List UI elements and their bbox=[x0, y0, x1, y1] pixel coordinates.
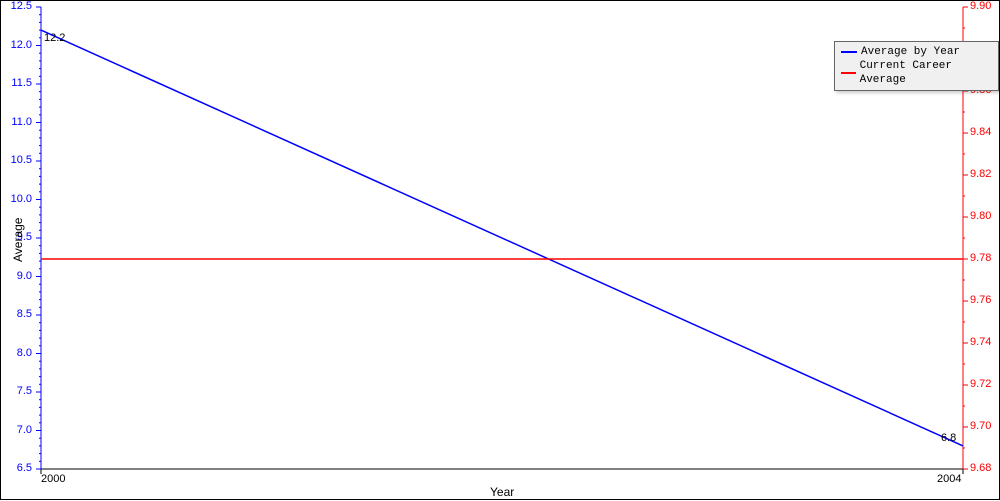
y-left-tick-label: 8.0 bbox=[17, 347, 32, 359]
y-left-tick-label: 11.0 bbox=[11, 116, 32, 128]
x-tick-label: 2000 bbox=[41, 473, 65, 485]
series-point-label: 12.2 bbox=[44, 32, 65, 44]
y-left-tick-label: 10.0 bbox=[11, 193, 32, 205]
legend-swatch bbox=[841, 51, 857, 53]
legend-swatch bbox=[841, 72, 856, 74]
y-axis-label: Average bbox=[11, 218, 25, 262]
y-right-tick-label: 9.68 bbox=[970, 462, 991, 474]
legend-item: Average by Year bbox=[841, 45, 992, 59]
x-axis-label: Year bbox=[490, 485, 514, 499]
series-point-label: 6.8 bbox=[941, 432, 956, 444]
y-right-tick-label: 9.78 bbox=[970, 252, 991, 264]
y-left-tick-label: 8.5 bbox=[17, 308, 32, 320]
y-right-tick-label: 9.72 bbox=[970, 378, 991, 390]
y-right-tick-label: 9.84 bbox=[970, 126, 991, 138]
y-left-tick-label: 12.5 bbox=[11, 0, 32, 12]
legend-item: Current Career Average bbox=[841, 59, 992, 87]
y-right-tick-label: 9.82 bbox=[970, 168, 991, 180]
series-line bbox=[41, 30, 963, 446]
y-right-tick-label: 9.90 bbox=[970, 0, 991, 12]
y-left-tick-label: 7.5 bbox=[17, 385, 32, 397]
y-left-tick-label: 6.5 bbox=[17, 462, 32, 474]
y-left-tick-label: 7.0 bbox=[17, 424, 32, 436]
y-left-tick-label: 9.0 bbox=[17, 270, 32, 282]
y-right-tick-label: 9.80 bbox=[970, 210, 991, 222]
y-left-tick-label: 12.0 bbox=[11, 39, 32, 51]
y-right-tick-label: 9.74 bbox=[970, 336, 991, 348]
legend-label: Average by Year bbox=[861, 45, 960, 59]
legend: Average by YearCurrent Career Average bbox=[834, 41, 999, 91]
x-tick-label: 2004 bbox=[937, 473, 961, 485]
y-right-tick-label: 9.76 bbox=[970, 294, 991, 306]
y-right-tick-label: 9.70 bbox=[970, 420, 991, 432]
legend-label: Current Career Average bbox=[860, 59, 992, 87]
y-left-tick-label: 11.5 bbox=[11, 77, 32, 89]
dual-axis-line-chart: 200020046.57.07.58.08.59.09.510.010.511.… bbox=[0, 0, 1000, 500]
y-left-tick-label: 10.5 bbox=[11, 154, 32, 166]
